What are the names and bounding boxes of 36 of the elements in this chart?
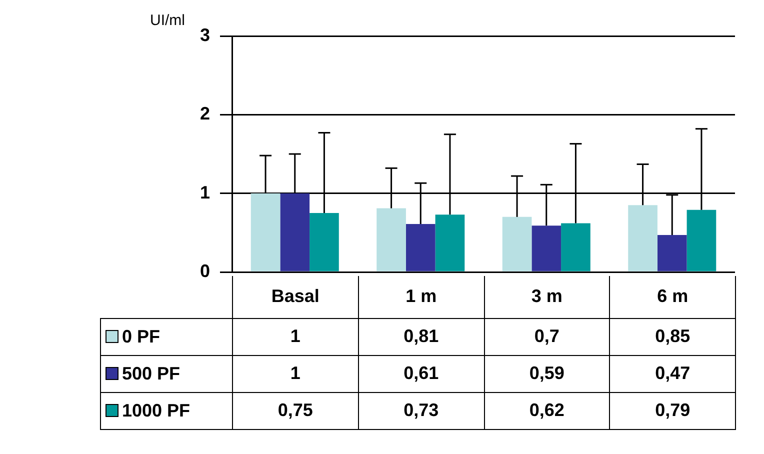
data-label: 0,7: [484, 318, 610, 355]
bar: [561, 223, 590, 272]
legend-label: 1000 PF: [122, 400, 190, 420]
x-tick-label: 3 m: [484, 276, 610, 318]
y-tick-label: 0: [200, 260, 210, 281]
x-tick-label: 6 m: [610, 276, 736, 318]
bar: [502, 216, 532, 272]
bar: [686, 210, 716, 272]
data-label: 1: [232, 355, 358, 392]
bar: [657, 235, 687, 272]
legend-label: 0 PF: [122, 326, 160, 346]
bar: [376, 208, 406, 272]
bar: [250, 193, 280, 272]
bar: [406, 224, 436, 272]
bar: [532, 226, 562, 272]
bar: [435, 214, 465, 272]
y-axis-title: UI/ml: [150, 12, 185, 29]
x-tick-label: Basal: [232, 276, 358, 318]
bar: [628, 205, 658, 272]
legend-label: 500 PF: [122, 363, 180, 384]
data-label: 0,61: [358, 355, 484, 392]
data-label: 0,62: [484, 392, 610, 429]
data-label: 0,85: [610, 318, 736, 355]
data-label: 1: [232, 318, 358, 355]
data-label: 0,81: [358, 318, 484, 355]
data-label: 0,73: [358, 392, 484, 429]
y-tick-label: 2: [200, 104, 210, 124]
data-label: 0,47: [610, 355, 736, 392]
data-label: 0,75: [232, 392, 358, 429]
y-tick-label: 1: [200, 182, 210, 202]
y-tick-label: 3: [200, 24, 210, 45]
bar: [280, 193, 310, 272]
x-tick-label: 1 m: [358, 276, 484, 318]
bar: [310, 213, 339, 272]
data-label: 0,59: [484, 355, 610, 392]
data-label: 0,79: [610, 392, 736, 429]
